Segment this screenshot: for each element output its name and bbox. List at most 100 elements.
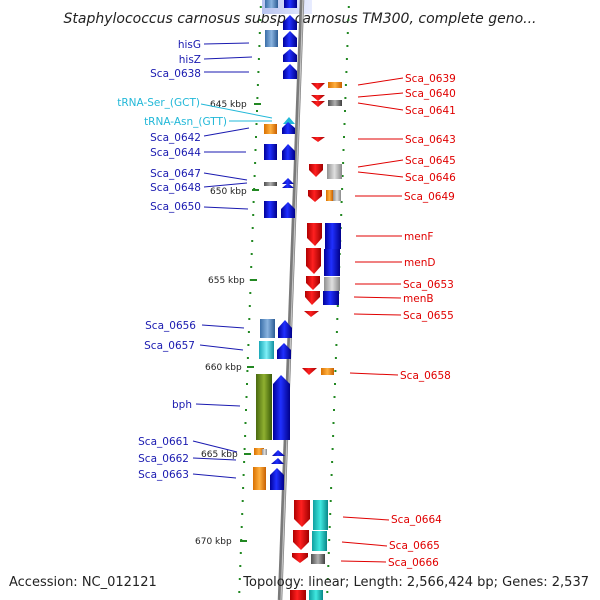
gene-glyph-Sca_0649b[interactable] [326,190,333,201]
forward-strand-genes[interactable] [253,0,297,490]
gene-glyph-bph[interactable] [256,374,272,440]
gene-label-Sca_0641[interactable]: Sca_0641 [405,105,456,117]
gene-glyph-Sca_0664[interactable] [294,500,310,527]
gene-label-Sca_0653[interactable]: Sca_0653 [403,279,454,291]
gene-glyph-Sca_0644b[interactable] [282,144,295,160]
gene-glyph-Sca_0647[interactable] [264,182,277,186]
gene-label-hisZ[interactable]: hisZ [179,54,201,66]
gene-glyph-Sca_0661[interactable] [254,448,264,455]
gene-glyph-Sca_0643[interactable] [311,137,325,142]
gene-label-Sca_0663[interactable]: Sca_0663 [138,469,189,481]
gene-glyph[interactable] [265,0,278,8]
gene-glyph-Sca_0649[interactable] [308,190,322,202]
gene-glyph-Sca_0650[interactable] [264,201,277,218]
gene-label-Sca_0639[interactable]: Sca_0639 [405,73,456,85]
gene-label-Sca_0640[interactable]: Sca_0640 [405,88,456,100]
gene-glyph-Sca_0661c[interactable] [272,450,285,456]
gene-glyph-Sca_0648[interactable] [282,183,294,188]
gene-glyph-Sca_0663[interactable] [253,467,266,490]
gene-label-Sca_0649[interactable]: Sca_0649 [404,191,455,203]
gene-glyph-Sca_0666b[interactable] [311,554,325,564]
trna-label-ser[interactable]: tRNA-Ser_(GCT) [117,97,200,109]
gene-label-Sca_0661[interactable]: Sca_0661 [138,436,189,448]
gene-label-Sca_0644[interactable]: Sca_0644 [150,147,201,159]
gene-label-Sca_0658[interactable]: Sca_0658 [400,370,451,382]
gene-glyph-Sca_0656b[interactable] [278,320,292,338]
gene-glyph-Sca_0638[interactable] [283,64,297,79]
gene-glyph-Sca_0656[interactable] [260,319,275,338]
gene-glyph-Sca_0657[interactable] [259,341,274,359]
gene-glyph-menB[interactable] [305,291,320,305]
gene-glyph-menD-b[interactable] [324,249,340,276]
gene-label-Sca_0650[interactable]: Sca_0650 [150,201,201,213]
gene-label-Sca_0643[interactable]: Sca_0643 [405,134,456,146]
gene-glyph-Sca_0658b[interactable] [321,368,334,375]
gene-glyph-Sca_0645[interactable] [309,164,323,177]
gene-label-Sca_0662[interactable]: Sca_0662 [138,453,189,465]
gene-glyph-Sca_0665[interactable] [293,530,309,550]
gene-glyph-Sca_0639[interactable] [311,83,325,90]
gene-glyph-Sca_0657b[interactable] [277,343,291,359]
gene-glyph-bph-b[interactable] [273,375,290,440]
gene-label-Sca_0665[interactable]: Sca_0665 [389,540,440,552]
gene-label-menF[interactable]: menF [404,231,433,243]
gene-glyph[interactable] [309,590,323,600]
gene-glyph-menF[interactable] [307,223,322,246]
gene-glyph-Sca_0641b[interactable] [328,100,342,106]
gene-label-Sca_0642[interactable]: Sca_0642 [150,132,201,144]
gene-glyph-Sca_0639b[interactable] [328,82,342,88]
gene-glyph-Sca_0646[interactable] [327,164,342,179]
gene-glyph-hisG-upstream[interactable] [283,15,297,30]
gene-glyph-Sca_0653[interactable] [306,276,320,290]
gene-label-Sca_0657[interactable]: Sca_0657 [144,340,195,352]
left-gene-labels[interactable]: hisG hisZ Sca_0638 Sca_0642 Sca_0644 Sca… [138,39,253,481]
gene-glyph-Sca_0649c[interactable] [333,190,341,201]
gene-glyph-Sca_0647b[interactable] [282,178,294,184]
gene-glyph-Sca_0665b[interactable] [312,531,327,551]
gene-label-Sca_0638[interactable]: Sca_0638 [150,68,201,80]
gene-glyph-Sca_0640[interactable] [311,95,325,101]
gene-glyph-Sca_0650b[interactable] [281,202,295,218]
gene-label-Sca_0656[interactable]: Sca_0656 [145,320,196,332]
trna-labels[interactable]: tRNA-Ser_(GCT) tRNA-Asn_(GTT) [117,97,273,128]
gene-label-Sca_0646[interactable]: Sca_0646 [405,172,456,184]
right-gene-labels[interactable]: Sca_0639 Sca_0640 Sca_0641 Sca_0643 Sca_… [340,73,456,569]
gene-label-hisG[interactable]: hisG [178,39,201,51]
gene-label-menD[interactable]: menD [404,257,435,269]
gene-glyph-menD[interactable] [306,248,321,274]
guide-dot [345,58,348,60]
gene-glyph-Sca_0653b[interactable] [324,277,340,291]
gene-label-Sca_0666[interactable]: Sca_0666 [388,557,439,569]
gene-label-bph[interactable]: bph [172,399,192,411]
kbp-ticks [240,103,261,542]
gene-glyph-hisG-homolog[interactable] [265,30,278,47]
gene-label-Sca_0645[interactable]: Sca_0645 [405,155,456,167]
gene-glyph-Sca_0658[interactable] [302,368,317,375]
gene-label-Sca_0664[interactable]: Sca_0664 [391,514,442,526]
gene-glyph-Sca_0642b[interactable] [282,122,295,134]
gene-glyph-Sca_0666[interactable] [292,553,308,563]
gene-glyph-hisZ[interactable] [283,49,297,62]
trna-label-asn[interactable]: tRNA-Asn_(GTT) [144,116,227,128]
gene-glyph-Sca_0661b[interactable] [262,449,267,455]
gene-glyph[interactable] [284,0,297,8]
gene-glyph-Sca_0664b[interactable] [313,500,328,530]
gene-glyph-Sca_0641[interactable] [311,101,325,107]
gene-label-menB[interactable]: menB [403,293,434,305]
gene-glyph-Sca_0662[interactable] [271,458,284,464]
gene-glyph-Sca_0642[interactable] [264,124,277,134]
gene-glyph-Sca_0655[interactable] [304,311,319,317]
gene-label-Sca_0648[interactable]: Sca_0648 [150,182,201,194]
gene-glyph-menB-b[interactable] [323,291,339,305]
gene-glyph-Sca_0644[interactable] [264,144,277,160]
gene-glyph[interactable] [290,590,306,600]
gene-glyph-menF-b[interactable] [325,223,341,249]
gene-glyph-Sca_0663b[interactable] [270,468,284,490]
gene-label-Sca_0647[interactable]: Sca_0647 [150,168,201,180]
gene-label-Sca_0655[interactable]: Sca_0655 [403,310,454,322]
trna-glyph-ser[interactable] [283,117,295,124]
reverse-strand-genes[interactable] [290,82,342,600]
gene-glyph-hisG[interactable] [283,31,297,47]
